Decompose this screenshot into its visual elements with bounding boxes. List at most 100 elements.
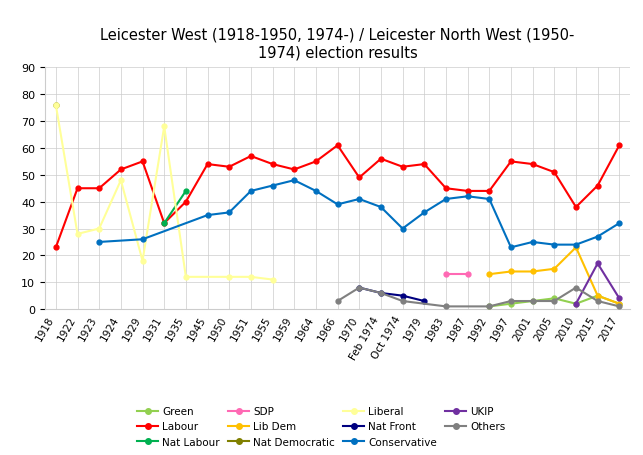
Liberal (247, 274, 255, 280)
Labour (464, 189, 471, 194)
Labour (74, 186, 82, 192)
Conservative (269, 183, 276, 189)
Nat Front (421, 298, 428, 304)
Line: Others: Others (335, 286, 622, 309)
Others (399, 298, 406, 304)
Line: SDP: SDP (444, 272, 470, 277)
Others (377, 291, 385, 296)
Labour (204, 162, 212, 167)
Others (529, 298, 536, 304)
Liberal (117, 178, 125, 183)
Green (615, 301, 623, 307)
Others (334, 298, 341, 304)
Conservative (399, 226, 406, 232)
Lib Dem (615, 301, 623, 307)
Conservative (593, 234, 601, 240)
Labour (377, 157, 385, 162)
Labour (117, 167, 125, 173)
Labour (160, 221, 168, 227)
Nat Front (356, 285, 363, 291)
Labour (312, 159, 320, 165)
Others (550, 298, 558, 304)
Conservative (95, 240, 103, 245)
Legend: Green, Labour, Nat Labour, SDP, Lib Dem, Nat Democratic, Liberal, Nat Front, Con: Green, Labour, Nat Labour, SDP, Lib Dem,… (134, 403, 509, 450)
Line: Green: Green (487, 293, 622, 309)
Line: Lib Dem: Lib Dem (487, 245, 622, 307)
SDP (464, 272, 471, 277)
Others (507, 298, 515, 304)
Conservative (464, 194, 471, 200)
UKIP (593, 261, 601, 267)
Labour (421, 162, 428, 167)
Lib Dem (529, 269, 536, 275)
Others (593, 298, 601, 304)
Conservative (529, 240, 536, 245)
Conservative (334, 202, 341, 207)
Labour (399, 165, 406, 170)
Green (550, 296, 558, 301)
Green (572, 301, 580, 307)
Conservative (139, 237, 147, 243)
Conservative (507, 245, 515, 251)
Labour (442, 186, 450, 192)
Labour (615, 143, 623, 149)
Labour (572, 205, 580, 210)
Others (615, 304, 623, 309)
Green (485, 304, 493, 309)
Lib Dem (485, 272, 493, 277)
Labour (247, 154, 255, 159)
Liberal (95, 226, 103, 232)
Conservative (225, 210, 233, 216)
SDP (442, 272, 450, 277)
Lib Dem (572, 245, 580, 251)
Labour (529, 162, 536, 167)
Liberal (225, 274, 233, 280)
Conservative (615, 221, 623, 227)
Line: Nat Labour: Nat Labour (162, 189, 188, 226)
Lib Dem (593, 293, 601, 299)
Liberal (139, 258, 147, 264)
Conservative (442, 197, 450, 202)
Liberal (52, 103, 60, 108)
Conservative (247, 189, 255, 194)
Conservative (312, 189, 320, 194)
Others (356, 285, 363, 291)
Line: Conservative: Conservative (96, 178, 622, 250)
Line: UKIP: UKIP (574, 262, 622, 307)
Labour (95, 186, 103, 192)
Others (442, 304, 450, 309)
Labour (593, 183, 601, 189)
UKIP (572, 301, 580, 307)
Conservative (572, 243, 580, 248)
Labour (485, 189, 493, 194)
Line: Nat Front: Nat Front (357, 286, 427, 304)
Green (529, 298, 536, 304)
Labour (291, 167, 298, 173)
Lib Dem (550, 267, 558, 272)
Labour (225, 165, 233, 170)
Line: Liberal: Liberal (53, 103, 275, 283)
Labour (550, 170, 558, 176)
Labour (52, 245, 60, 251)
Labour (139, 159, 147, 165)
Labour (182, 199, 190, 205)
Labour (507, 159, 515, 165)
Labour (269, 162, 276, 167)
Labour (334, 143, 341, 149)
Conservative (550, 243, 558, 248)
Conservative (291, 178, 298, 183)
Nat Front (399, 293, 406, 299)
Line: Labour: Labour (53, 143, 622, 250)
Green (507, 301, 515, 307)
Conservative (204, 213, 212, 218)
Title: Leicester West (1918-1950, 1974-) / Leicester North West (1950-
1974) election r: Leicester West (1918-1950, 1974-) / Leic… (100, 28, 575, 60)
Green (593, 293, 601, 299)
Lib Dem (507, 269, 515, 275)
Liberal (74, 232, 82, 237)
Nat Labour (160, 221, 168, 227)
Conservative (377, 205, 385, 210)
Others (572, 285, 580, 291)
Nat Labour (182, 189, 190, 194)
Others (485, 304, 493, 309)
Liberal (269, 277, 276, 283)
